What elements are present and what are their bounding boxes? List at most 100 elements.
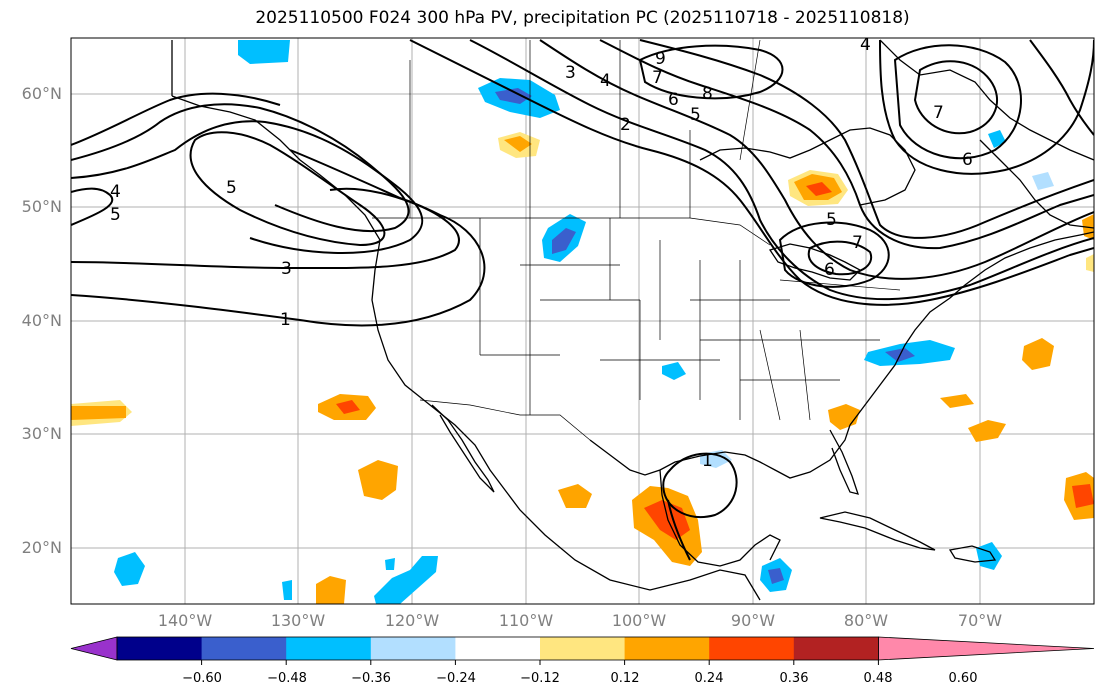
precip-negative-area (238, 40, 290, 64)
pv-contour-ne-2 (893, 44, 1022, 160)
contour-label: 4 (860, 35, 871, 55)
colorbar-tick-label: −0.24 (436, 671, 476, 686)
hispaniola-island (948, 545, 997, 563)
pv-contour-4b (71, 120, 424, 254)
precip-negative-area (374, 556, 438, 604)
pv-contours (71, 39, 1094, 561)
colorbar-tick-label: −0.36 (351, 671, 391, 686)
contour-label: 6 (668, 90, 679, 110)
precip-negative-area (282, 580, 292, 600)
colorbar-segment (370, 637, 456, 660)
contour-label: 1 (280, 310, 291, 330)
pv-contour-east-1 (409, 39, 1094, 306)
lon-label: 100°W (612, 611, 667, 630)
pv-contour-gulf-tail (667, 499, 691, 561)
labrador-coast (979, 139, 1094, 229)
lon-label: 120°W (385, 611, 440, 630)
political-boundaries (372, 39, 901, 441)
precip-negative-area (768, 568, 784, 584)
precip-positive-area (1022, 338, 1054, 370)
pv-contour-7-closed (638, 44, 784, 100)
contour-labels: 1 3 4 5 5 7 9 8 6 5 2 4 3 5 7 6 7 6 4 1 (110, 35, 973, 471)
pv-contour-5 (189, 131, 386, 247)
colorbar-tick-label: 0.60 (949, 671, 978, 686)
colorbar-tick-label: 0.48 (864, 671, 893, 686)
precip-negative-area (1032, 172, 1054, 190)
pv-contour-east-3 (539, 39, 1094, 280)
us-mexico-border (419, 399, 591, 441)
colorbar-segment (455, 637, 541, 660)
hudson-bay-coast (699, 127, 916, 206)
pv-contour-ridge (71, 92, 281, 146)
precip-positive-area (806, 182, 832, 196)
pv-contour-5b (71, 103, 410, 233)
lon-label: 140°W (158, 611, 213, 630)
colorbar-tick-labels: −0.60 −0.48 −0.36 −0.24 −0.12 0.12 0.24 … (182, 671, 977, 686)
pacific-coastline (171, 95, 761, 601)
contour-label: 5 (226, 178, 237, 198)
precip-positive-area (1086, 254, 1094, 272)
precip-negative-area (988, 130, 1006, 148)
contour-label: 6 (824, 260, 835, 280)
colorbar-tick-label: −0.60 (182, 671, 222, 686)
pv-contour-4 (71, 187, 114, 226)
pv-contour-east-2 (469, 39, 1094, 301)
colorbar-frame (116, 636, 879, 661)
lon-label: 110°W (499, 611, 554, 630)
pv-contour-gulf-low (662, 452, 738, 518)
precip-negative-area (552, 228, 576, 254)
precip-negative-area (385, 558, 395, 570)
precip-positive-area (358, 460, 398, 500)
colorbar-tick-label: 0.12 (611, 671, 640, 686)
lat-label: 30°N (22, 424, 62, 443)
precip-positive-area (828, 404, 860, 430)
colorbar-segment (201, 637, 287, 660)
precip-negative-area (662, 362, 686, 380)
precip-positive-area (558, 484, 592, 508)
precip-negative-area (495, 88, 532, 104)
plot-title: 2025110500 F024 300 hPa PV, precipitatio… (255, 8, 910, 28)
longitude-labels: 140°W 130°W 120°W 110°W 100°W 90°W 80°W … (158, 611, 1002, 630)
colorbar-segment (624, 637, 710, 660)
cuba-island (819, 511, 936, 551)
pv-contour-ne-4 (1029, 39, 1094, 136)
contour-label: 1 (702, 451, 713, 471)
contour-label: 7 (652, 68, 663, 88)
colorbar-tick-label: −0.48 (267, 671, 307, 686)
precip-negative-area (114, 552, 145, 586)
colorbar-segment (540, 637, 626, 660)
florida-peninsula (829, 429, 859, 495)
latitude-labels: 60°N 50°N 40°N 30°N 20°N (22, 84, 62, 557)
colorbar-segment (286, 637, 372, 660)
colorbar-segment (117, 637, 203, 660)
contour-label: 7 (933, 103, 944, 123)
precip-positive-area (1072, 484, 1094, 508)
lon-label: 70°W (958, 611, 1002, 630)
colorbar-max-extension (878, 636, 1095, 661)
colorbar-min-extension (70, 636, 118, 661)
colorbar-segment (709, 637, 795, 660)
lat-label: 20°N (22, 538, 62, 557)
pv-contour-ne-3 (879, 39, 1094, 175)
colorbar-tick-label: 0.24 (695, 671, 724, 686)
contour-label: 2 (620, 115, 631, 135)
contour-label: 8 (702, 84, 713, 104)
baja-peninsula (431, 404, 495, 493)
lon-label: 80°W (844, 611, 888, 630)
contour-label: 7 (852, 233, 863, 253)
gulf-coastline (589, 424, 851, 479)
contour-label: 5 (110, 205, 121, 225)
precip-positive-area (644, 500, 690, 540)
lon-label: 90°W (731, 611, 775, 630)
atlantic-coastline (849, 231, 1094, 426)
precip-positive-area (336, 400, 360, 414)
lat-label: 40°N (22, 311, 62, 330)
pv-contour-low-inner (807, 240, 873, 276)
lon-label: 130°W (271, 611, 326, 630)
pv-contour-low (778, 221, 890, 288)
contour-label: 4 (110, 182, 121, 202)
contour-label: 5 (690, 105, 701, 125)
mexico-gulf-coast (659, 469, 781, 567)
colorbar-tick-label: −0.12 (520, 671, 560, 686)
